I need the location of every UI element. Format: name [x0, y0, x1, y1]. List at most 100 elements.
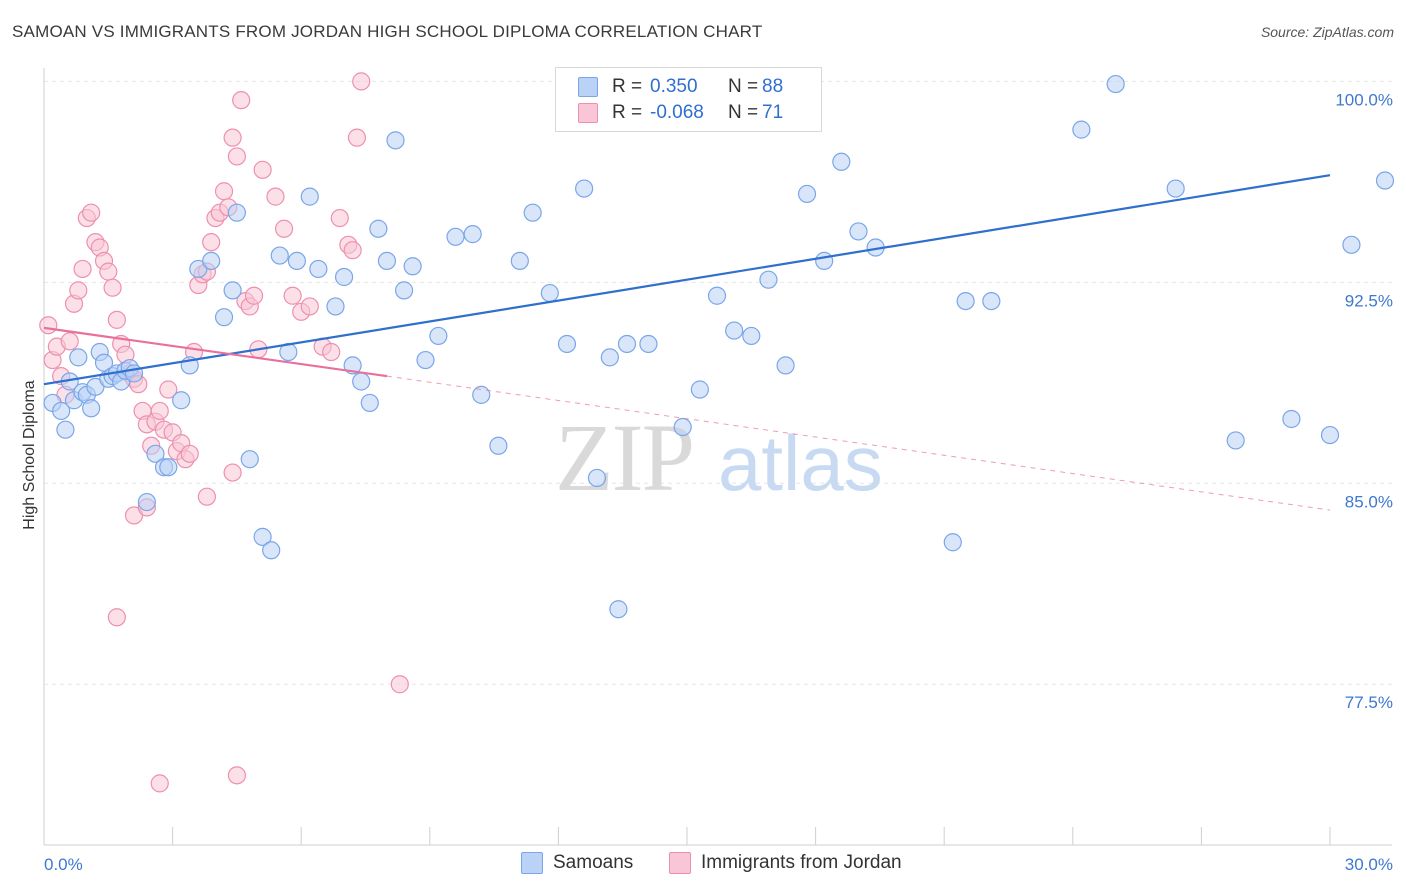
samoans-point-26 — [202, 251, 221, 271]
jordan-point-43 — [223, 128, 242, 147]
jordan-point-51 — [107, 608, 126, 627]
samoans-point-30 — [240, 450, 259, 469]
jordan-point-55 — [150, 774, 169, 793]
samoans-point-9 — [86, 377, 105, 396]
samoans-point-87 — [1375, 171, 1395, 190]
series-legend: Samoans Immigrants from Jordan — [0, 852, 1406, 876]
samoans-point-44 — [377, 251, 397, 271]
samoans-point-60 — [600, 348, 619, 367]
series-jordan-points — [39, 72, 409, 793]
samoans-point-63 — [639, 334, 658, 354]
r-label: R = — [612, 76, 643, 97]
n-label: N = — [728, 102, 759, 123]
samoans-point-84 — [1282, 409, 1301, 429]
samoans-point-47 — [403, 257, 422, 276]
samoans-point-49 — [429, 326, 448, 346]
samoans-point-32 — [262, 541, 281, 560]
samoans-point-59 — [587, 468, 607, 488]
jordan-swatch — [578, 103, 598, 123]
jordan-point-62 — [300, 297, 319, 316]
samoans-point-70 — [759, 270, 778, 289]
stats-row-samoans: R = 0.350 N = 88 — [578, 75, 783, 99]
jordan-point-64 — [322, 342, 341, 362]
samoans-trend-line — [43, 174, 1331, 386]
samoans-point-67 — [707, 286, 727, 305]
jordan-n-value: 71 — [762, 102, 784, 123]
jordan-point-5 — [60, 332, 79, 351]
samoans-point-50 — [446, 227, 465, 246]
samoans-swatch — [578, 77, 598, 97]
samoans-point-22 — [159, 458, 178, 477]
r-label: R = — [612, 102, 643, 123]
samoans-point-35 — [287, 251, 307, 271]
samoans-point-39 — [334, 267, 354, 287]
samoans-point-1 — [52, 401, 71, 421]
y-tick-label-2: 92.5% — [1345, 291, 1393, 310]
jordan-point-58 — [266, 187, 285, 206]
samoans-point-38 — [326, 297, 345, 316]
samoans-point-33 — [270, 246, 289, 265]
legend-item-jordan[interactable]: Immigrants from Jordan — [669, 852, 902, 874]
jordan-point-38 — [202, 233, 221, 252]
samoans-point-25 — [189, 259, 208, 279]
samoans-point-37 — [309, 259, 328, 279]
samoans-point-69 — [742, 326, 761, 346]
samoans-point-72 — [797, 184, 817, 204]
jordan-point-26 — [150, 401, 169, 421]
series-samoans-points — [43, 74, 1395, 619]
samoans-point-31 — [253, 527, 272, 546]
samoans-point-45 — [386, 131, 405, 150]
samoans-point-55 — [523, 203, 542, 222]
jordan-point-57 — [253, 160, 272, 179]
samoans-legend-swatch — [521, 852, 543, 874]
watermark: ZIP atlas — [555, 404, 883, 511]
samoans-point-28 — [223, 281, 242, 300]
jordan-point-10 — [82, 203, 101, 222]
samoans-point-54 — [510, 251, 529, 271]
jordan-point-0 — [39, 316, 58, 335]
jordan-point-56 — [227, 766, 246, 785]
jordan-point-54 — [223, 463, 242, 482]
chart-title: SAMOAN VS IMMIGRANTS FROM JORDAN HIGH SC… — [12, 22, 763, 41]
jordan-point-48 — [244, 286, 264, 305]
legend-item-samoans[interactable]: Samoans — [521, 852, 633, 874]
samoans-point-86 — [1342, 235, 1361, 254]
n-label: N = — [728, 76, 759, 97]
stats-row-jordan: R = -0.068 N = 71 — [578, 101, 783, 125]
samoans-point-62 — [617, 334, 637, 354]
jordan-point-7 — [69, 281, 88, 300]
x-tick-label-max: 30.0% — [1345, 855, 1393, 874]
watermark-zip: ZIP — [555, 404, 693, 511]
samoans-point-82 — [1166, 179, 1185, 198]
samoans-point-65 — [673, 417, 692, 437]
samoans-point-68 — [725, 321, 744, 340]
samoans-point-20 — [146, 444, 165, 463]
jordan-point-69 — [352, 72, 371, 91]
samoans-point-78 — [956, 292, 975, 311]
jordan-point-53 — [197, 487, 216, 506]
samoans-point-81 — [1106, 74, 1125, 94]
trend-lines — [43, 174, 1331, 511]
jordan-point-14 — [99, 262, 118, 281]
jordan-point-70 — [390, 675, 409, 694]
grid-lines — [44, 80, 1392, 685]
samoans-point-36 — [300, 187, 319, 206]
samoans-r-value: 0.350 — [650, 76, 698, 97]
samoans-point-80 — [1072, 120, 1091, 139]
stats-legend: R = 0.350 N = 88 R = -0.068 N = 71 — [555, 67, 822, 132]
samoans-point-27 — [214, 308, 234, 327]
jordan-point-60 — [283, 286, 302, 305]
legend-label-jordan: Immigrants from Jordan — [701, 852, 902, 873]
source-label: Source: ZipAtlas.com — [1260, 24, 1394, 40]
samoans-point-56 — [540, 283, 559, 303]
jordan-trend-line — [43, 326, 388, 378]
samoans-point-61 — [609, 600, 628, 619]
jordan-point-45 — [232, 91, 251, 110]
y-tick-label-3: 100.0% — [1335, 90, 1393, 109]
samoans-point-41 — [352, 372, 371, 391]
watermark-atlas: atlas — [718, 419, 883, 507]
tick-labels: 77.5% 85.0% 92.5% 100.0% 0.0% 30.0% — [44, 90, 1393, 874]
jordan-point-65 — [330, 208, 349, 228]
jordan-point-41 — [214, 182, 234, 201]
